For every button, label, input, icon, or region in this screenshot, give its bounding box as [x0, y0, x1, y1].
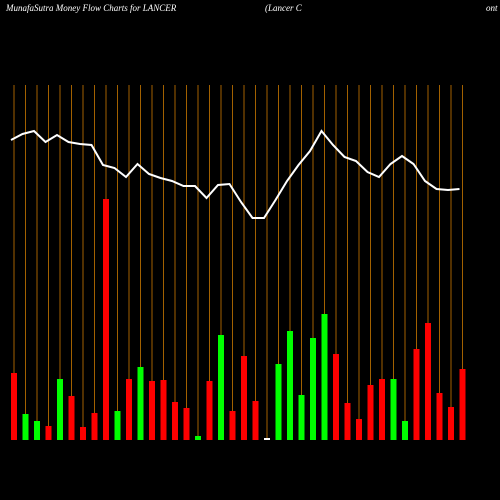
- bar: [264, 438, 270, 440]
- bar: [241, 356, 247, 440]
- bar: [390, 379, 397, 440]
- bar: [275, 364, 282, 440]
- bar: [436, 393, 443, 440]
- bar: [11, 373, 17, 440]
- bar: [172, 402, 178, 440]
- bar: [114, 411, 121, 440]
- bar: [459, 369, 466, 440]
- bar: [160, 380, 167, 440]
- bar: [356, 419, 362, 440]
- bar: [448, 407, 454, 440]
- bar: [425, 323, 431, 440]
- bar: [298, 395, 305, 440]
- bar: [413, 349, 420, 440]
- bar: [68, 396, 75, 440]
- bar: [34, 421, 40, 440]
- bar: [229, 411, 236, 440]
- bar: [22, 414, 29, 440]
- bar: [80, 427, 86, 440]
- chart-title: MunafaSutra Money Flow Charts for LANCER: [5, 3, 177, 13]
- bar: [321, 314, 328, 440]
- bar: [195, 436, 201, 440]
- money-flow-line: [10, 129, 460, 219]
- bar: [379, 379, 385, 440]
- bar: [344, 403, 351, 440]
- bar: [218, 335, 224, 440]
- bar: [45, 426, 52, 440]
- bar: [206, 381, 213, 440]
- bar: [126, 379, 132, 440]
- bar: [402, 421, 408, 440]
- bar: [333, 354, 339, 440]
- bar: [149, 381, 155, 440]
- bar: [367, 385, 374, 440]
- bar: [183, 408, 190, 440]
- bar: [137, 367, 144, 440]
- bar: [310, 338, 316, 440]
- chart-subtitle-tail: ont: [486, 3, 498, 13]
- chart-subtitle: (Lancer C: [265, 3, 303, 13]
- bar: [252, 401, 259, 440]
- bar: [287, 331, 293, 440]
- bar: [91, 413, 98, 440]
- bar: [103, 199, 109, 440]
- bar: [57, 379, 63, 440]
